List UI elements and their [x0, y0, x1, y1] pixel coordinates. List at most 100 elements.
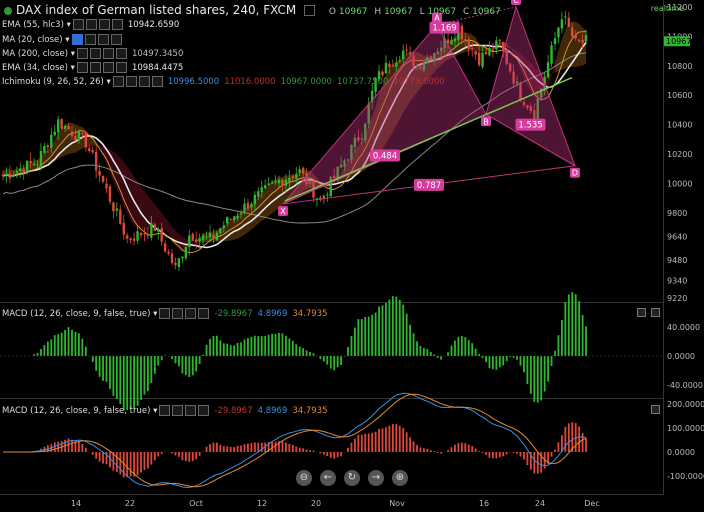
settings-icon[interactable] [89, 48, 101, 59]
settings-icon[interactable] [84, 34, 96, 45]
macd-label[interactable]: MACD (12, 26, close, 9, false, true) ▾ [2, 309, 158, 319]
macd-pane-legend[interactable]: MACD (12, 26, close, 9, false, true) ▾ -2… [2, 405, 328, 416]
candle [188, 230, 191, 255]
candle-body [270, 182, 274, 184]
indicator-row[interactable]: Ichimoku (9, 26, 52, 26) ▾ 10996.5000 1101… [2, 76, 445, 87]
eye-icon[interactable] [72, 19, 84, 30]
cloud-segment [575, 21, 580, 67]
clone-icon[interactable] [185, 405, 197, 416]
settings-icon[interactable] [304, 5, 316, 16]
indicator-label[interactable]: EMA (34, close) ▾ [2, 63, 75, 73]
indicator-row[interactable]: MA (200, close) ▾ 10497.3450 [2, 48, 183, 59]
candle-body [395, 62, 398, 67]
close-icon[interactable] [111, 19, 123, 30]
cloud-segment [44, 150, 48, 167]
close-icon[interactable] [198, 405, 210, 416]
clone-icon[interactable] [97, 34, 109, 45]
macd2-tick-label: 200.0000 [667, 400, 704, 409]
eye-icon[interactable] [76, 48, 88, 59]
candle-body [108, 186, 112, 202]
close-icon[interactable] [115, 62, 127, 73]
scroll-left-button[interactable]: ← [320, 470, 336, 486]
eye-icon[interactable] [159, 308, 171, 319]
clone-icon[interactable] [138, 76, 150, 87]
close-icon[interactable] [115, 48, 127, 59]
candle [191, 232, 194, 241]
eye-icon[interactable] [159, 405, 171, 416]
macd-value: 4.8969 [257, 309, 288, 319]
candle-body [481, 52, 484, 67]
candle [395, 56, 398, 72]
candle-body [291, 176, 294, 179]
pane-control-button[interactable] [637, 308, 646, 317]
indicator-label[interactable]: EMA (55, hlc3) ▾ [2, 20, 71, 30]
indicator-label[interactable]: MA (20, close) ▾ [2, 35, 70, 45]
candle [415, 64, 419, 71]
candle [301, 166, 305, 180]
price-tick-label: 9800 [667, 209, 687, 218]
candle [195, 231, 198, 250]
clone-icon[interactable] [98, 19, 110, 30]
eye-icon[interactable] [76, 62, 88, 73]
candle-body [50, 134, 53, 148]
indicator-row[interactable]: MA (20, close) ▾ [2, 34, 122, 45]
macd-label[interactable]: MACD (12, 26, close, 9, false, true) ▾ [2, 406, 158, 416]
cloud-segment [113, 151, 117, 189]
close-icon[interactable] [151, 76, 163, 87]
candle [157, 226, 160, 240]
macd-line [3, 392, 587, 488]
pane-control-button[interactable] [651, 308, 660, 317]
candle [77, 129, 81, 145]
point-label: X [280, 207, 286, 216]
candle-body [195, 239, 198, 243]
candle [433, 52, 436, 67]
settings-icon[interactable] [85, 19, 97, 30]
indicator-row[interactable]: EMA (34, close) ▾ 10984.4475 [2, 62, 183, 73]
cloud-segment [358, 141, 362, 175]
indicator-label[interactable]: MA (200, close) ▾ [2, 49, 75, 59]
reset-button[interactable]: ↻ [344, 470, 360, 486]
settings-icon[interactable] [172, 405, 184, 416]
macd2-tick-label: 100.0000 [667, 424, 704, 433]
indicator-label[interactable]: Ichimoku (9, 26, 52, 26) ▾ [2, 77, 111, 87]
candle [115, 202, 119, 217]
scroll-right-button[interactable]: → [368, 470, 384, 486]
candle-body [88, 148, 91, 152]
cloud-segment [561, 28, 566, 70]
macd-pane-legend[interactable]: MACD (12, 26, close, 9, false, true) ▾ -2… [2, 308, 328, 319]
clone-icon[interactable] [102, 62, 114, 73]
clone-icon[interactable] [185, 308, 197, 319]
clone-icon[interactable] [102, 48, 114, 59]
zoom-out-button[interactable]: ⊖ [296, 470, 312, 486]
candle [229, 217, 232, 221]
settings-icon[interactable] [89, 62, 101, 73]
candle-body [353, 137, 357, 148]
indicator-row[interactable]: EMA (55, hlc3) ▾ 10942.6590 [2, 19, 179, 30]
candle-body [219, 228, 222, 234]
candle-body [388, 63, 391, 68]
candle [295, 167, 298, 185]
candle-body [229, 218, 232, 220]
zoom-in-button[interactable]: ⊕ [392, 470, 408, 486]
settings-icon[interactable] [172, 308, 184, 319]
close-icon[interactable] [110, 34, 122, 45]
pane-control-button[interactable] [651, 405, 660, 414]
symbol-title[interactable]: DAX index of German listed shares, 240, … [16, 3, 297, 17]
x-tick-label: 22 [125, 499, 135, 508]
candle-body [98, 171, 101, 176]
close-icon[interactable] [198, 308, 210, 319]
eye-icon[interactable] [71, 34, 83, 45]
candle-body [515, 81, 519, 84]
candle-body [377, 71, 381, 80]
candle-body [567, 17, 570, 27]
candle [408, 46, 412, 62]
candle [67, 123, 70, 130]
settings-icon[interactable] [125, 76, 137, 87]
eye-icon[interactable] [112, 76, 124, 87]
candle [519, 81, 522, 102]
current-price-label: 10967 [666, 37, 691, 46]
candle [336, 166, 339, 182]
candle-body [512, 71, 515, 84]
candle [239, 209, 243, 219]
